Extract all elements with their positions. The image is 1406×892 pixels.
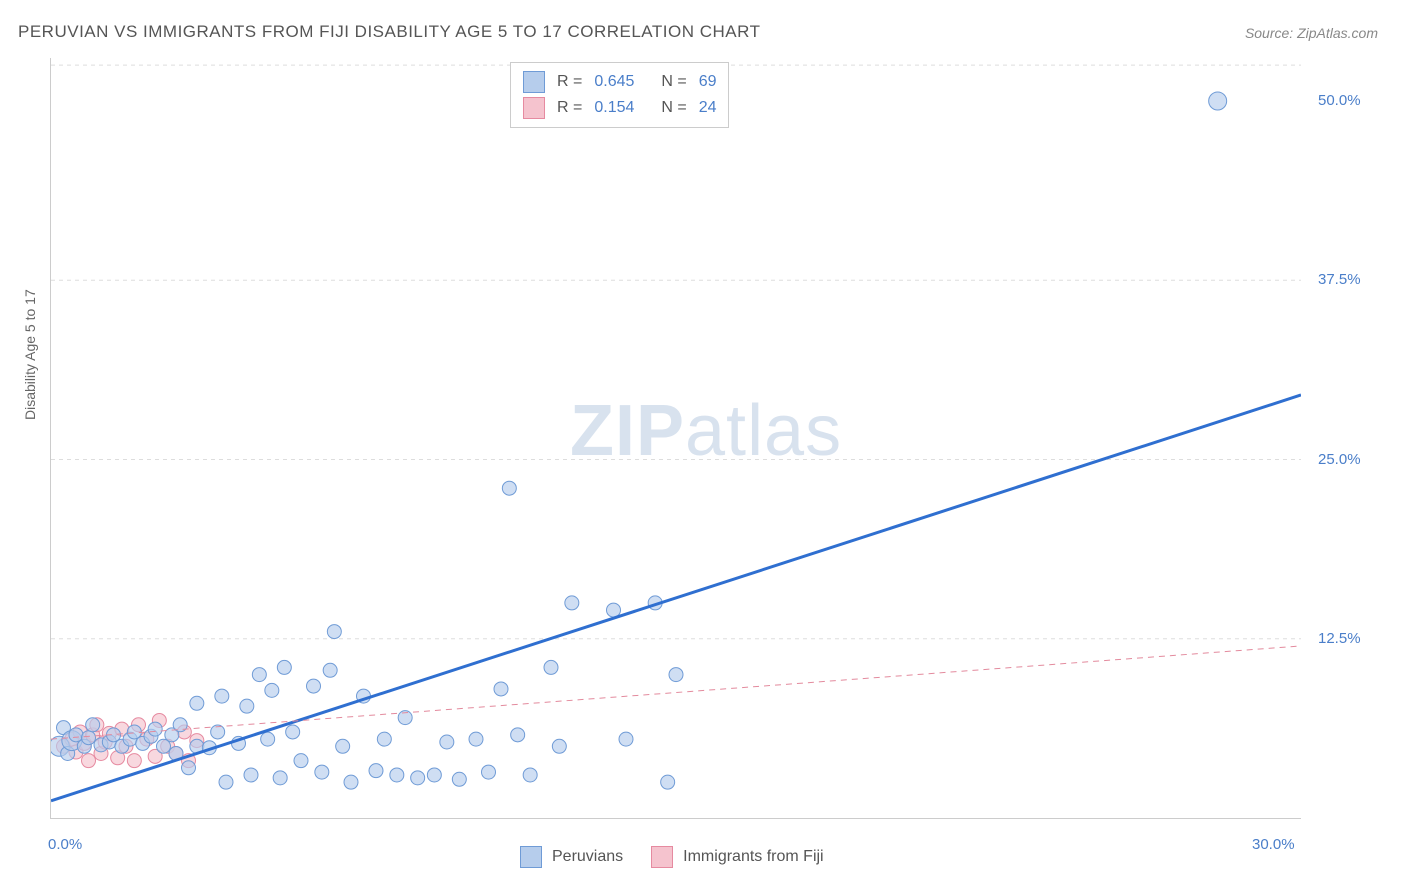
y-tick-label: 37.5% bbox=[1318, 271, 1361, 288]
legend-swatch bbox=[651, 846, 673, 868]
legend-swatch bbox=[523, 71, 545, 93]
legend-swatch bbox=[520, 846, 542, 868]
legend-label: Peruvians bbox=[552, 848, 623, 866]
x-tick-label: 0.0% bbox=[48, 836, 82, 853]
y-tick-label: 50.0% bbox=[1318, 92, 1361, 109]
series-legend: Peruvians Immigrants from Fiji bbox=[520, 846, 842, 868]
correlation-legend-row: R =0.154N =24 bbox=[523, 95, 716, 121]
correlation-legend: R =0.645N =69R =0.154N =24 bbox=[510, 62, 729, 128]
legend-label: Immigrants from Fiji bbox=[683, 848, 823, 866]
legend-swatch bbox=[523, 97, 545, 119]
chart-svg bbox=[51, 58, 1301, 818]
correlation-legend-row: R =0.645N =69 bbox=[523, 69, 716, 95]
y-tick-label: 25.0% bbox=[1318, 451, 1361, 468]
chart-title: PERUVIAN VS IMMIGRANTS FROM FIJI DISABIL… bbox=[18, 22, 760, 42]
x-tick-label: 30.0% bbox=[1252, 836, 1295, 853]
source-attribution: Source: ZipAtlas.com bbox=[1245, 25, 1378, 41]
plot-area bbox=[50, 58, 1301, 819]
y-axis-label: Disability Age 5 to 17 bbox=[22, 289, 38, 420]
y-tick-label: 12.5% bbox=[1318, 630, 1361, 647]
